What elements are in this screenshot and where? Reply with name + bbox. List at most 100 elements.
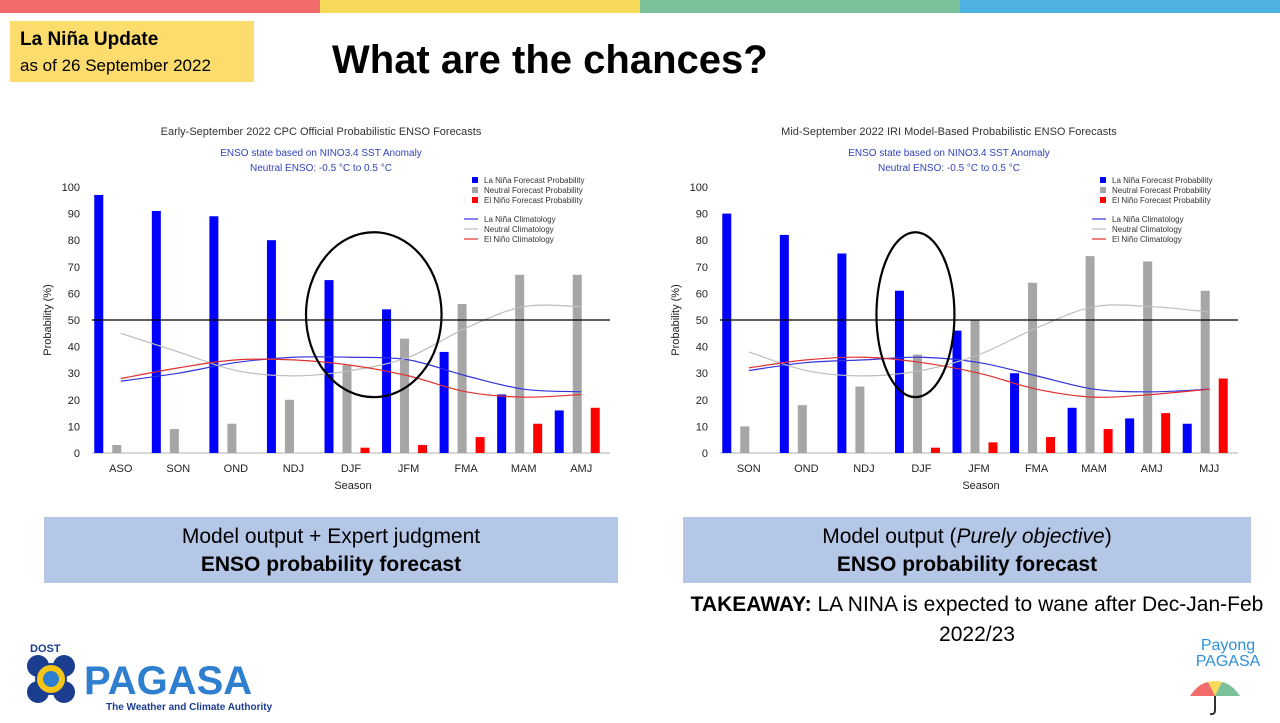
legend-label: La Niña Climatology — [1112, 215, 1184, 224]
bar — [952, 330, 962, 453]
chart-title: Early-September 2022 CPC Official Probab… — [161, 126, 482, 138]
bar — [533, 423, 543, 453]
y-tick-label: 70 — [68, 262, 80, 274]
left-caption-line1: Model output + Expert judgment — [181, 525, 481, 548]
x-tick-label: ASO — [109, 463, 133, 475]
takeaway-text: TAKEAWAY: LA NINA is expected to wane af… — [684, 590, 1270, 650]
top-color-bar — [0, 0, 1280, 13]
y-tick-label: 0 — [74, 448, 80, 460]
top-bar-segment — [640, 0, 960, 13]
y-tick-label: 10 — [68, 421, 80, 433]
slide-title: What are the chances? — [332, 38, 768, 82]
bar — [497, 394, 507, 453]
chart-title: Mid-September 2022 IRI Model-Based Proba… — [781, 126, 1117, 138]
bar — [572, 274, 582, 453]
legend-swatch — [1100, 187, 1106, 193]
bar — [1161, 413, 1171, 453]
climatology-line — [120, 356, 582, 393]
bar — [554, 410, 564, 453]
umbrella-icon — [1190, 681, 1240, 716]
legend-label: Neutral Climatology — [1112, 225, 1182, 234]
iri-forecast-chart: Mid-September 2022 IRI Model-Based Proba… — [660, 110, 1252, 500]
bar — [475, 437, 485, 453]
bar — [284, 399, 294, 453]
x-axis-label: Season — [962, 480, 999, 492]
left-caption: Model output + Expert judgment ENSO prob… — [44, 517, 618, 583]
highlight-circle — [304, 231, 443, 399]
top-bar-segment — [320, 0, 640, 13]
y-tick-label: 50 — [68, 315, 80, 327]
climatology-line — [748, 356, 1210, 393]
legend-label: El Niño Climatology — [484, 235, 554, 244]
y-tick-label: 40 — [68, 342, 80, 354]
right-caption-post: ) — [1104, 525, 1112, 548]
bar — [457, 304, 467, 453]
bar — [779, 234, 789, 453]
bar — [1218, 378, 1228, 453]
bar — [266, 240, 276, 453]
bar — [970, 320, 980, 453]
x-axis-label: Season — [334, 480, 371, 492]
right-caption: Model output (Purely objective) ENSO pro… — [683, 517, 1251, 583]
chart-subtitle: Neutral ENSO: -0.5 °C to 0.5 °C — [878, 163, 1020, 174]
bar — [930, 447, 940, 453]
bar — [360, 447, 370, 453]
chart-subtitle: ENSO state based on NINO3.4 SST Anomaly — [848, 148, 1050, 159]
chart-subtitle: ENSO state based on NINO3.4 SST Anomaly — [220, 148, 422, 159]
y-tick-label: 80 — [696, 235, 708, 247]
x-tick-label: SON — [166, 463, 190, 475]
x-tick-label: DJF — [341, 463, 361, 475]
y-tick-label: 40 — [696, 342, 708, 354]
legend-swatch — [1100, 197, 1106, 203]
bar — [418, 445, 428, 453]
y-tick-label: 10 — [696, 421, 708, 433]
bar — [1067, 407, 1077, 453]
highlight-circle — [875, 231, 956, 399]
climatology-line — [120, 304, 582, 377]
y-tick-label: 90 — [68, 209, 80, 221]
bar — [855, 386, 865, 453]
pagasa-logo: DOST PAGASA The Weather and Climate Auth… — [14, 642, 314, 714]
legend-label: Neutral Climatology — [484, 225, 554, 234]
y-tick-label: 90 — [696, 209, 708, 221]
right-caption-italic: Purely objective — [956, 525, 1105, 548]
bar — [837, 253, 847, 453]
bar — [740, 426, 750, 453]
x-tick-label: MAM — [511, 463, 537, 475]
bar — [894, 290, 904, 453]
bar — [382, 309, 392, 453]
x-tick-label: AMJ — [1141, 463, 1163, 475]
y-tick-label: 60 — [68, 288, 80, 300]
pagasa-wordmark: PAGASA — [84, 659, 252, 703]
x-tick-label: NDJ — [283, 463, 304, 475]
x-tick-label: MJJ — [1199, 463, 1219, 475]
bar — [151, 210, 161, 453]
y-axis-label: Probability (%) — [42, 284, 54, 356]
cpc-chart-svg: Early-September 2022 CPC Official Probab… — [32, 110, 624, 500]
bar — [988, 442, 998, 453]
iri-chart-svg: Mid-September 2022 IRI Model-Based Proba… — [660, 110, 1252, 500]
pagasa-emblem-icon — [27, 655, 75, 703]
legend-swatch — [472, 187, 478, 193]
y-tick-label: 30 — [696, 368, 708, 380]
y-tick-label: 50 — [696, 315, 708, 327]
legend-swatch — [472, 177, 478, 183]
x-tick-label: FMA — [454, 463, 478, 475]
bar — [722, 213, 732, 453]
bar — [1200, 290, 1210, 453]
bar — [1182, 423, 1192, 453]
legend-label: La Niña Climatology — [484, 215, 556, 224]
y-tick-label: 30 — [68, 368, 80, 380]
legend-swatch — [472, 197, 478, 203]
x-tick-label: OND — [224, 463, 249, 475]
legend-label: El Niño Climatology — [1112, 235, 1182, 244]
bar — [515, 274, 525, 453]
bar — [324, 280, 334, 453]
legend-label: La Niña Forecast Probability — [484, 176, 585, 185]
bar — [1125, 418, 1135, 453]
badge-date: as of 26 September 2022 — [20, 56, 211, 75]
x-tick-label: NDJ — [853, 463, 874, 475]
y-tick-label: 60 — [696, 288, 708, 300]
legend-label: Neutral Forecast Probability — [1112, 186, 1211, 195]
pagasa-tagline: The Weather and Climate Authority — [106, 702, 273, 713]
